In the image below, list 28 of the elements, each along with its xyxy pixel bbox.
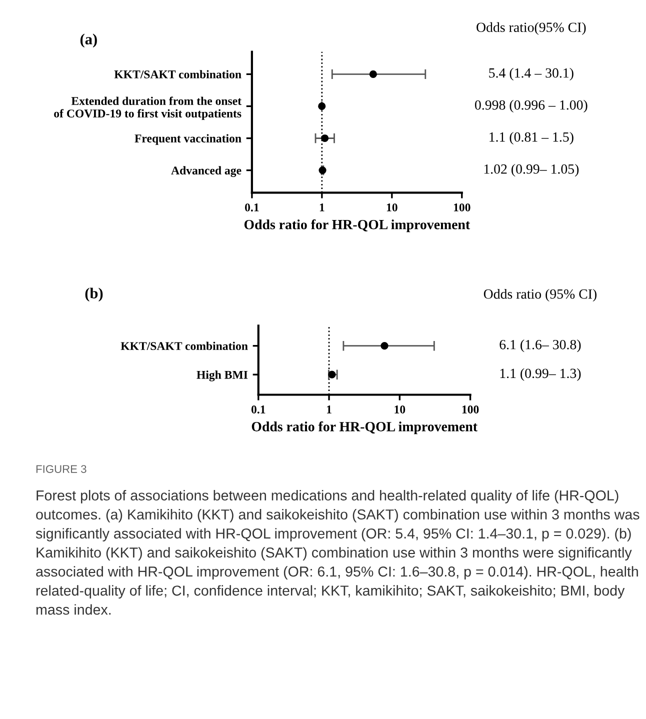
text: 1.1 (0.99– 1.3): [500, 368, 581, 381]
y-tick-label: KKT/SAKT combination: [114, 70, 242, 78]
text: 0.998 (0.996 – 1.00): [474, 100, 588, 113]
text: (a): [80, 34, 97, 48]
text: 1.02 (0.99– 1.05): [484, 164, 579, 177]
x-tick-label: 10: [394, 405, 406, 414]
y-tick-label: KKT/SAKT combination: [120, 342, 248, 350]
text: Odds ratio(95% CI): [476, 22, 586, 35]
y-tick-label: High BMI: [196, 370, 248, 382]
text: 6.1 (1.6– 30.8): [500, 340, 581, 352]
text: 1.1 (0.81 – 1.5): [490, 132, 574, 145]
x-tick-label: 0.1: [245, 203, 259, 212]
text: (b): [85, 288, 103, 302]
x-tick-label: 100: [462, 405, 479, 414]
x-axis-title: Odds ratio for HR-QOL improvement: [252, 421, 478, 434]
x-tick-label: 0.1: [251, 405, 266, 414]
x-tick-label: 10: [386, 203, 398, 212]
y-tick-label: Frequent vaccination: [134, 134, 242, 145]
y-tick-label: Extended duration from the onset of COVID-19 to first visit outpatients: [54, 96, 242, 120]
x-tick-label: 100: [454, 203, 470, 212]
caption: FIGURE 3: [36, 465, 86, 473]
text: Forest plots of associations between medications and health-related quality of life (HR-QOL) outcomes. (a) Kamikihito (KKT) and saikokeishito (SAKT) combination use within 3 months was significantly associated with HR-QOL improvement (OR: 5.4, 95% CI: 1.4–30.1, p = 0.029). (b) Kamikihito (KKT) and saikokeishito (SAKT) combination use within 3 months were significantly associated with HR-QOL improvement (OR: 6.1, 95% CI: 1.6–30.8, p = 0.014). HR-QOL, health related-quality of life; CI, confidence interval; KKT, kamikihito; SAKT, saikokeishito; BMI, body mass index.: [36, 490, 640, 615]
y-tick-label: Advanced age: [171, 166, 242, 177]
x-tick-label: 1: [327, 406, 332, 414]
x-tick-label: 1: [320, 204, 324, 212]
text: Odds ratio (95% CI): [484, 288, 596, 302]
text: 5.4 (1.4 – 30.1): [489, 68, 574, 80]
x-axis-title: Odds ratio for HR-QOL improvement: [244, 219, 470, 232]
